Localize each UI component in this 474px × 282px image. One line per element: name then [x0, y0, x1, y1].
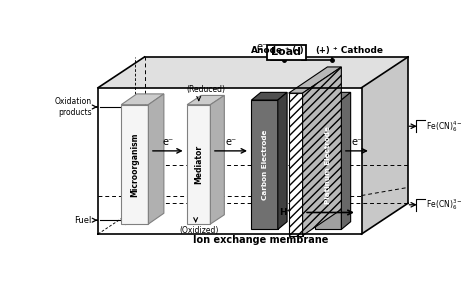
- Polygon shape: [121, 94, 164, 105]
- Text: e⁻: e⁻: [257, 42, 268, 52]
- Text: Platinum Electrode: Platinum Electrode: [325, 126, 331, 204]
- Polygon shape: [278, 92, 287, 230]
- Polygon shape: [315, 100, 341, 230]
- Text: Fe(CN)$_6^{3-}$: Fe(CN)$_6^{3-}$: [426, 197, 463, 212]
- Text: Carbon Electrode: Carbon Electrode: [262, 129, 268, 200]
- Text: Microorganism: Microorganism: [130, 132, 139, 197]
- Text: (+): (+): [316, 46, 330, 55]
- Polygon shape: [187, 105, 210, 224]
- Polygon shape: [341, 92, 351, 230]
- Polygon shape: [289, 67, 341, 93]
- Text: Fe(CN)$_6^{4-}$: Fe(CN)$_6^{4-}$: [426, 119, 463, 134]
- Polygon shape: [302, 67, 341, 235]
- Polygon shape: [148, 94, 164, 224]
- Polygon shape: [251, 92, 287, 100]
- Polygon shape: [98, 88, 362, 234]
- Text: e⁻: e⁻: [351, 137, 363, 147]
- Text: Mediator: Mediator: [194, 145, 203, 184]
- Polygon shape: [98, 57, 408, 88]
- Text: Oxidation
products: Oxidation products: [55, 97, 92, 117]
- Polygon shape: [315, 92, 351, 100]
- Text: ⁺ Cathode: ⁺ Cathode: [333, 46, 383, 55]
- Text: (Oxidized): (Oxidized): [179, 226, 219, 235]
- Text: H⁺: H⁺: [279, 208, 292, 217]
- Polygon shape: [121, 105, 148, 224]
- Text: Load: Load: [271, 47, 301, 57]
- Polygon shape: [210, 95, 224, 224]
- Text: Fuel: Fuel: [74, 216, 92, 225]
- Polygon shape: [187, 95, 224, 105]
- Text: e⁻: e⁻: [162, 137, 173, 147]
- Polygon shape: [251, 100, 278, 230]
- Polygon shape: [362, 57, 408, 234]
- Text: ⁺ (-): ⁺ (-): [285, 46, 303, 55]
- Polygon shape: [289, 93, 302, 235]
- Text: (Reduced): (Reduced): [186, 85, 225, 94]
- Text: e⁻: e⁻: [225, 137, 237, 147]
- Text: Ion exchange membrane: Ion exchange membrane: [193, 235, 328, 245]
- FancyBboxPatch shape: [267, 45, 306, 60]
- Text: Anode: Anode: [251, 46, 283, 55]
